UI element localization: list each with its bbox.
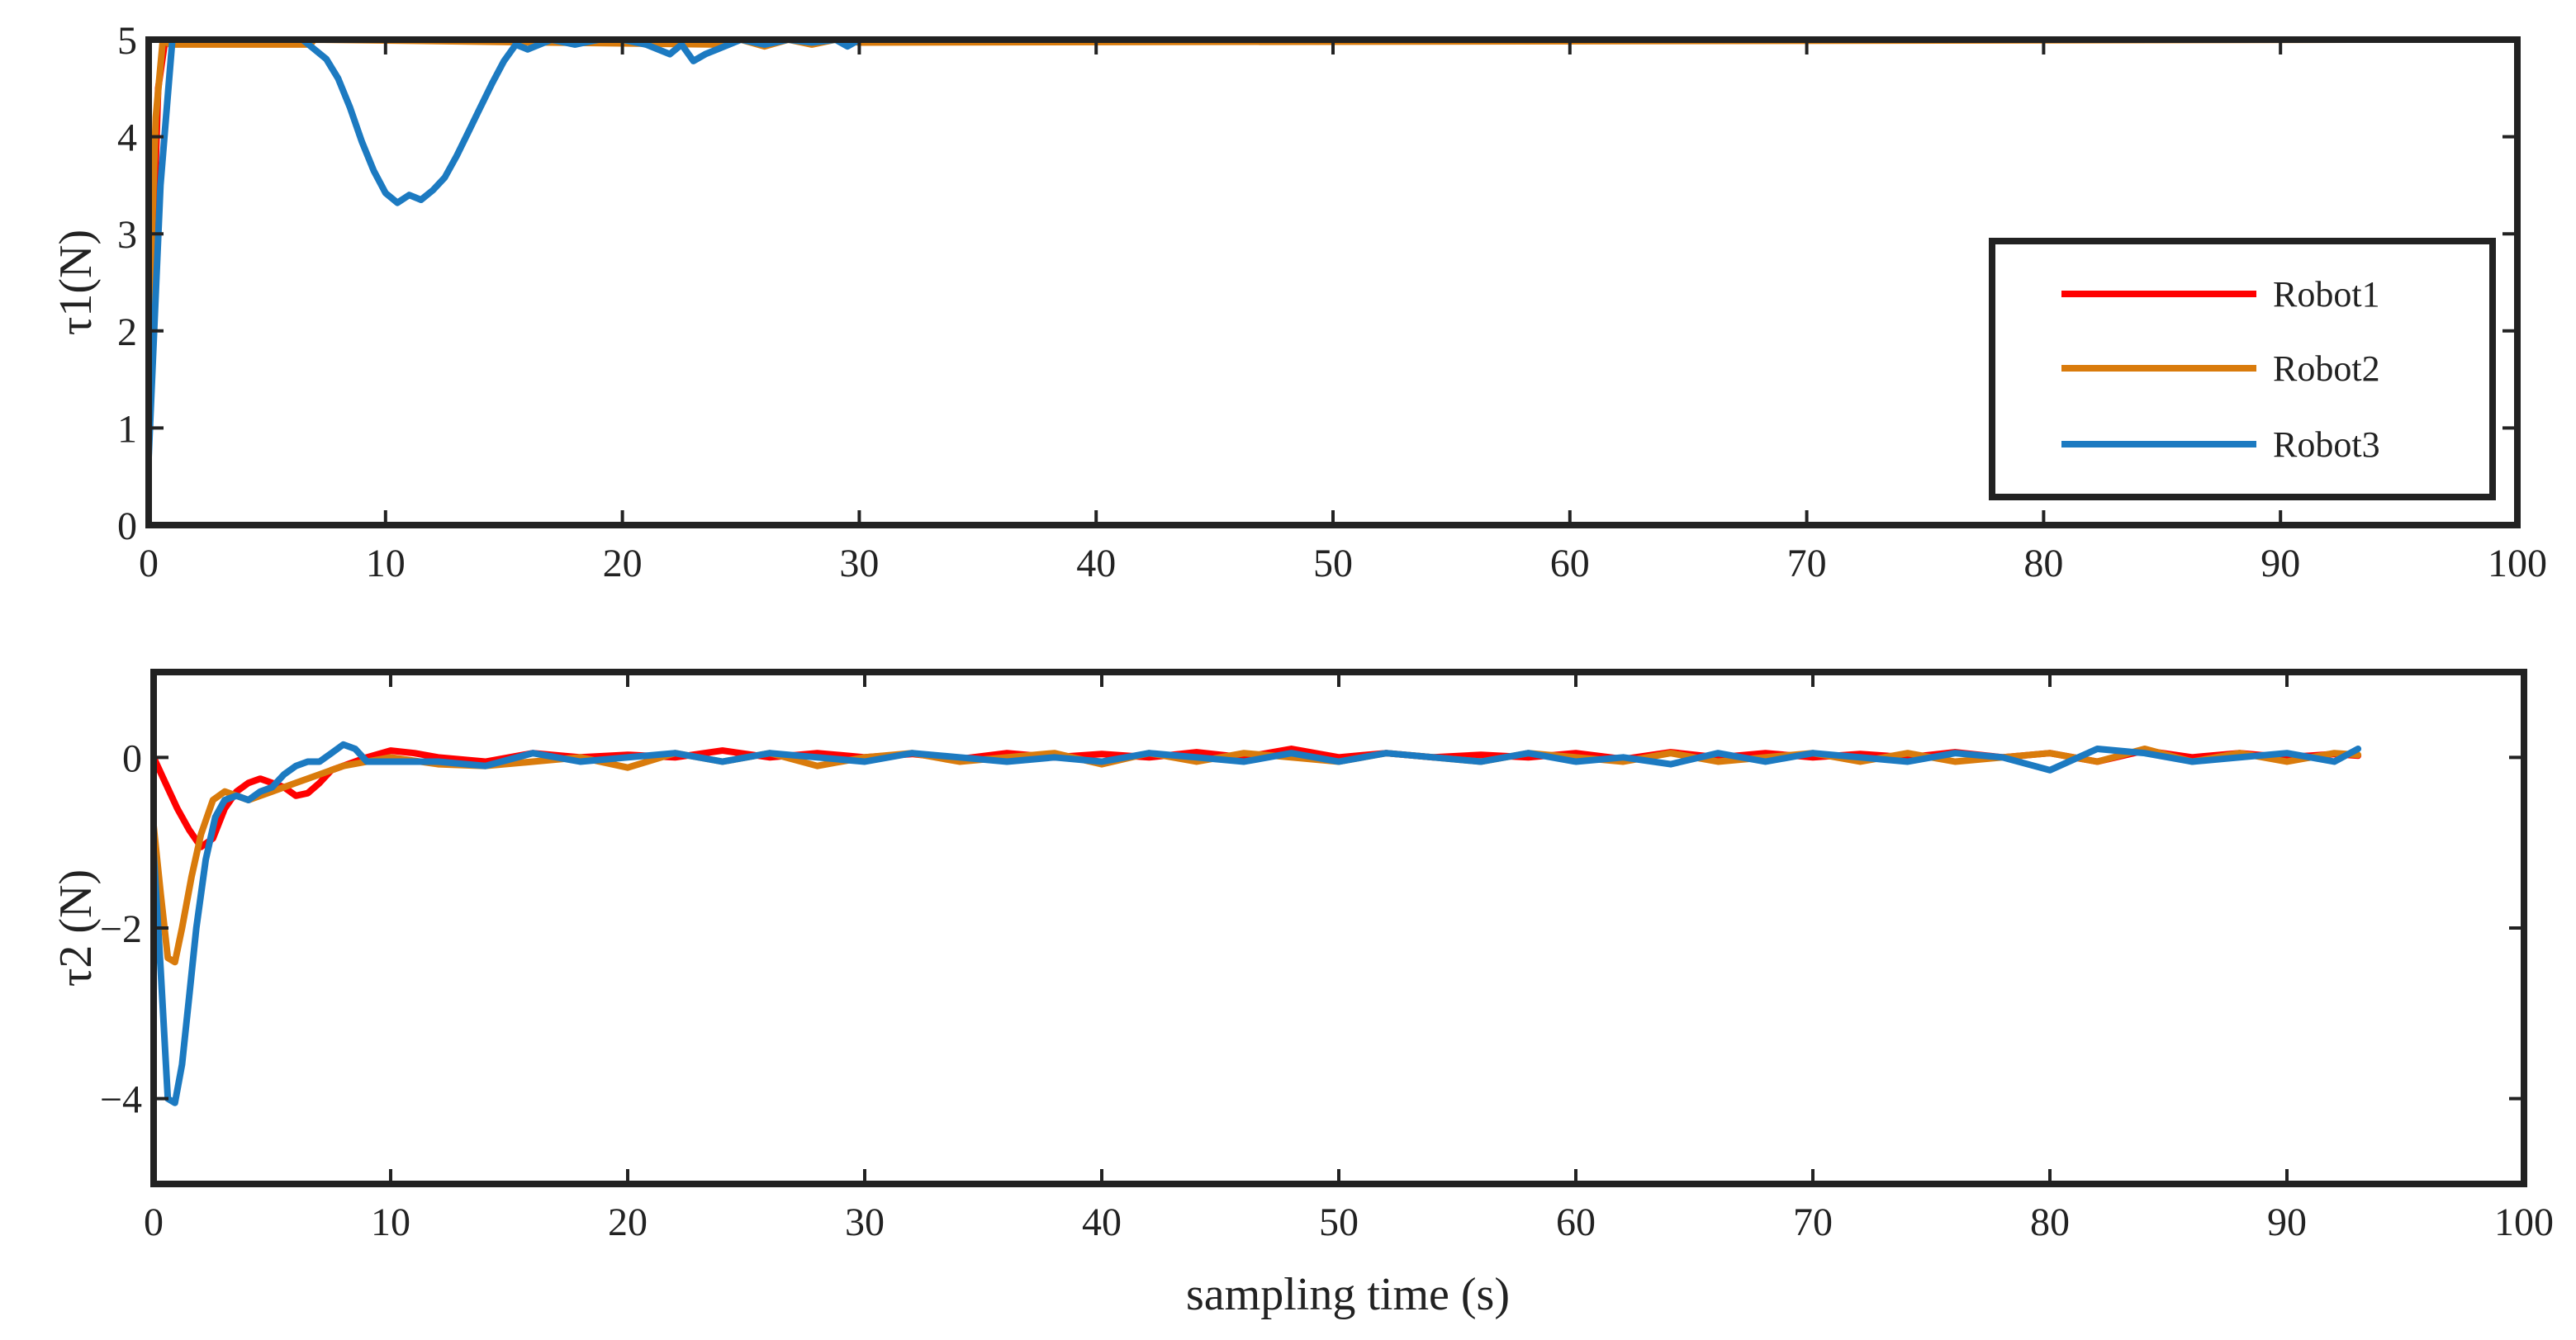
tau2-xlabel: sampling time (s) — [1186, 1269, 1510, 1320]
tau1-xtick-label: 30 — [839, 542, 879, 585]
tau1-xtick-label: 0 — [139, 542, 159, 585]
tau1-xtick-label: 20 — [603, 542, 643, 585]
tau2-xtick-label: 20 — [608, 1200, 648, 1244]
tau2-plot-frame — [150, 669, 2527, 1187]
tau2-xtick-label: 90 — [2267, 1200, 2307, 1244]
tau1-xtick-label: 80 — [2023, 542, 2063, 585]
tau2-xtick-label: 80 — [2030, 1200, 2070, 1244]
tau2-xtick-label: 100 — [2494, 1200, 2554, 1244]
tau2-series-robot3-line — [154, 741, 2362, 1106]
legend-label-robot3: Robot3 — [2273, 424, 2380, 465]
tau2-ylabel: τ2 (N) — [50, 869, 102, 987]
tau2-series-robot2-line — [154, 746, 2362, 966]
tau2-ytick-label: −4 — [100, 1078, 142, 1122]
tau2-tick-labels: 0 10 20 30 40 50 60 70 80 90 100 −4 −2 0 — [100, 736, 2554, 1244]
tau1-xtick-label: 90 — [2261, 542, 2300, 585]
tau2-xtick-label: 60 — [1556, 1200, 1596, 1244]
tau2-xtick-label: 10 — [371, 1200, 410, 1244]
tau2-xtick-label: 0 — [144, 1200, 164, 1244]
tau1-ticks — [147, 38, 2519, 527]
tau1-xtick-label: 50 — [1313, 542, 1353, 585]
tau2-ytick-label: 0 — [122, 736, 142, 780]
tau1-tick-labels: 0 10 20 30 40 50 60 70 80 90 100 0 1 2 3… — [117, 19, 2547, 585]
tau1-ytick-label: 2 — [117, 310, 137, 354]
legend-label-robot2: Robot2 — [2273, 348, 2380, 389]
tau1-ytick-label: 0 — [117, 504, 137, 548]
tau1-panel: 0 10 20 30 40 50 60 70 80 90 100 0 1 2 3… — [50, 19, 2547, 585]
tau1-xtick-label: 70 — [1787, 542, 1827, 585]
tau2-xtick-label: 50 — [1319, 1200, 1359, 1244]
legend: Robot1 Robot2 Robot3 — [1989, 238, 2496, 500]
tau1-ytick-label: 3 — [117, 213, 137, 257]
tau1-xtick-label: 10 — [366, 542, 406, 585]
tau2-xtick-label: 40 — [1082, 1200, 1122, 1244]
tau1-xtick-label: 40 — [1076, 542, 1116, 585]
tau2-ticks — [152, 672, 2526, 1184]
legend-label-robot1: Robot1 — [2273, 274, 2380, 315]
tau1-ylabel: τ1(N) — [50, 230, 102, 335]
tau1-xtick-label: 100 — [2488, 542, 2547, 585]
tau2-panel: 0 10 20 30 40 50 60 70 80 90 100 −4 −2 0… — [50, 669, 2554, 1320]
tau2-series-layer — [154, 741, 2362, 1106]
tau2-xtick-label: 30 — [845, 1200, 885, 1244]
tau1-ytick-label: 5 — [117, 19, 137, 63]
tau1-xtick-label: 60 — [1550, 542, 1590, 585]
tau2-ytick-label: −2 — [100, 907, 142, 951]
tau1-ytick-label: 4 — [117, 116, 137, 160]
tau2-xtick-label: 70 — [1793, 1200, 1833, 1244]
tau1-ytick-label: 1 — [117, 407, 137, 451]
